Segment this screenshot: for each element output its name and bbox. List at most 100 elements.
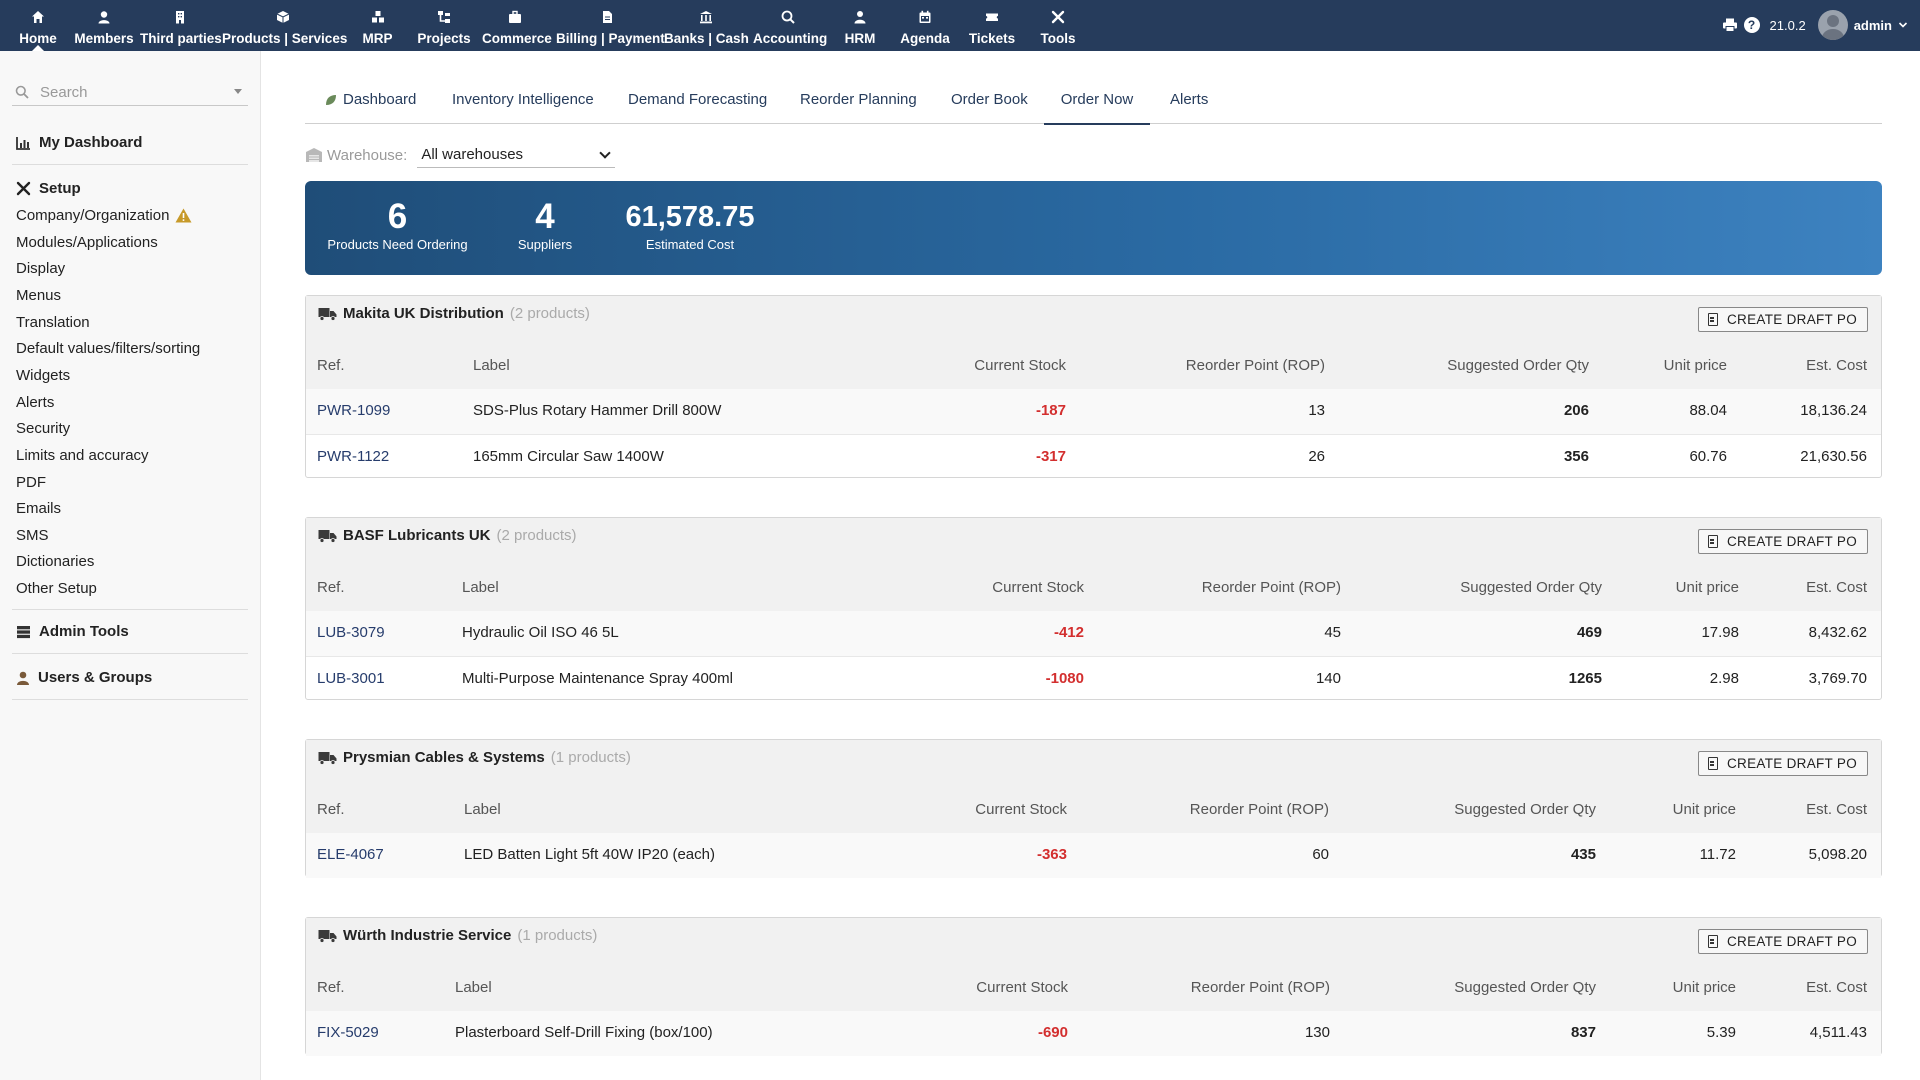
print-icon[interactable] — [1722, 17, 1738, 33]
supplier-name[interactable]: Würth Industrie Service — [343, 927, 512, 944]
invoice-icon — [603, 11, 612, 23]
sidebar-item-other-setup[interactable]: Other Setup — [16, 580, 97, 597]
sidebar-item-display[interactable]: Display — [16, 260, 66, 277]
col-ref[interactable]: Ref. — [317, 979, 345, 996]
suppliers-count: 4 — [535, 197, 555, 236]
col-est-cost[interactable]: Est. Cost — [1806, 357, 1867, 374]
supplier-name[interactable]: BASF Lubricants UK — [343, 527, 491, 544]
chevron-down-icon[interactable] — [1898, 20, 1908, 30]
product-ref-link[interactable]: LUB-3079 — [317, 624, 385, 641]
col-suggested-qty[interactable]: Suggested Order Qty — [1454, 801, 1596, 818]
tools-icon — [16, 181, 31, 196]
create-draft-po-button[interactable]: CREATE DRAFT PO — [1697, 529, 1868, 554]
supplier-card: BASF Lubricants UK (2 products) CREATE DRA… — [305, 517, 1882, 700]
nav-third-parties[interactable]: Third parties — [140, 0, 222, 51]
product-ref-link[interactable]: ELE-4067 — [317, 846, 384, 863]
nav-agenda[interactable]: Agenda — [900, 0, 950, 51]
nav-tools[interactable]: Tools — [1036, 0, 1080, 51]
sidebar-item-sms[interactable]: SMS — [16, 527, 49, 544]
tab-dashboard[interactable]: Dashboard — [312, 76, 428, 124]
sidebar-item-alerts[interactable]: Alerts — [16, 394, 55, 411]
col-suggested-qty[interactable]: Suggested Order Qty — [1460, 579, 1602, 596]
create-draft-po-button[interactable]: CREATE DRAFT PO — [1697, 929, 1868, 954]
col-label[interactable]: Label — [462, 579, 499, 596]
nav-mrp[interactable]: MRP — [355, 0, 400, 51]
nav-hrm[interactable]: HRM — [838, 0, 882, 51]
products-need-ordering-stat: 6 Products Need Ordering — [325, 197, 470, 252]
sidebar-my-dashboard[interactable]: My Dashboard — [16, 134, 142, 151]
col-est-cost[interactable]: Est. Cost — [1806, 801, 1867, 818]
nav-members[interactable]: Members — [72, 0, 136, 51]
sidebar-item-menus[interactable]: Menus — [16, 287, 62, 304]
create-draft-po-button[interactable]: CREATE DRAFT PO — [1697, 307, 1868, 332]
create-draft-po-button[interactable]: CREATE DRAFT PO — [1697, 751, 1868, 776]
col-current-stock[interactable]: Current Stock — [974, 357, 1066, 374]
supplier-card: Würth Industrie Service (1 products) CREAT… — [305, 917, 1882, 1056]
user-name[interactable]: admin — [1853, 17, 1892, 33]
col-rop[interactable]: Reorder Point (ROP) — [1185, 357, 1325, 374]
tab-reorder-planning[interactable]: Reorder Planning — [800, 91, 917, 108]
sidebar-item-modules-applications[interactable]: Modules/Applications — [16, 234, 158, 251]
sidebar-item-emails[interactable]: Emails — [16, 500, 62, 517]
sidebar-setup[interactable]: Setup — [16, 180, 81, 197]
col-rop[interactable]: Reorder Point (ROP) — [1190, 979, 1330, 996]
nav-billing-payment[interactable]: Billing | Payment — [556, 0, 665, 51]
col-current-stock[interactable]: Current Stock — [975, 801, 1067, 818]
col-ref[interactable]: Ref. — [317, 579, 345, 596]
supplier-product-count: (1 products) — [517, 927, 598, 944]
nav-banks-cash[interactable]: Banks | Cash — [664, 0, 749, 51]
col-label[interactable]: Label — [464, 801, 501, 818]
supplier-name[interactable]: Prysmian Cables & Systems — [343, 749, 545, 766]
search-input[interactable]: Search — [12, 80, 248, 106]
sidebar-item-default-values[interactable]: Default values/filters/sorting — [16, 340, 201, 357]
sidebar-item-security[interactable]: Security — [16, 420, 71, 437]
estimated-cost-stat: 61,578.75 Estimated Cost — [615, 197, 765, 252]
col-current-stock[interactable]: Current Stock — [976, 979, 1068, 996]
suggested-qty: 837 — [1570, 1024, 1596, 1041]
col-ref[interactable]: Ref. — [317, 801, 345, 818]
sidebar-item-translation[interactable]: Translation — [16, 314, 90, 331]
sidebar-admin-tools[interactable]: Admin Tools — [16, 623, 129, 640]
nav-accounting[interactable]: Accounting — [753, 0, 827, 51]
tab-demand-forecasting[interactable]: Demand Forecasting — [628, 91, 768, 108]
help-icon[interactable]: ? — [1743, 17, 1760, 33]
product-ref-link[interactable]: FIX-5029 — [317, 1024, 379, 1041]
warehouse-select[interactable]: All warehouses — [417, 142, 616, 168]
col-current-stock[interactable]: Current Stock — [992, 579, 1084, 596]
nav-products-services[interactable]: Products | Services — [222, 0, 347, 51]
col-rop[interactable]: Reorder Point (ROP) — [1189, 801, 1329, 818]
sidebar-item-pdf[interactable]: PDF — [16, 474, 46, 491]
nav-projects[interactable]: Projects — [414, 0, 474, 51]
tab-order-book[interactable]: Order Book — [951, 91, 1028, 108]
sidebar-item-company-organization[interactable]: Company/Organization — [16, 207, 192, 224]
avatar[interactable] — [1817, 10, 1848, 40]
product-label: Plasterboard Self-Drill Fixing (box/100) — [455, 1024, 713, 1041]
col-suggested-qty[interactable]: Suggested Order Qty — [1454, 979, 1596, 996]
nav-tickets[interactable]: Tickets — [966, 0, 1018, 51]
tab-alerts[interactable]: Alerts — [1170, 91, 1209, 108]
col-unit-price[interactable]: Unit price — [1663, 357, 1727, 374]
col-label[interactable]: Label — [473, 357, 510, 374]
col-est-cost[interactable]: Est. Cost — [1806, 979, 1867, 996]
sidebar-item-limits[interactable]: Limits and accuracy — [16, 447, 149, 464]
col-ref[interactable]: Ref. — [317, 357, 345, 374]
col-unit-price[interactable]: Unit price — [1675, 579, 1739, 596]
tab-inventory-intelligence[interactable]: Inventory Intelligence — [452, 91, 594, 108]
product-ref-link[interactable]: LUB-3001 — [317, 670, 385, 687]
nav-home[interactable]: Home — [12, 0, 64, 51]
col-rop[interactable]: Reorder Point (ROP) — [1201, 579, 1341, 596]
col-unit-price[interactable]: Unit price — [1672, 801, 1736, 818]
nav-commerce[interactable]: Commerce — [482, 0, 552, 51]
col-label[interactable]: Label — [455, 979, 492, 996]
sidebar-item-widgets[interactable]: Widgets — [16, 367, 71, 384]
col-suggested-qty[interactable]: Suggested Order Qty — [1447, 357, 1589, 374]
product-ref-link[interactable]: PWR-1099 — [317, 402, 391, 419]
sidebar-item-dictionaries[interactable]: Dictionaries — [16, 553, 95, 570]
col-est-cost[interactable]: Est. Cost — [1806, 579, 1867, 596]
sidebar-users-groups[interactable]: Users & Groups — [16, 669, 152, 686]
search-dropdown-icon[interactable] — [234, 89, 242, 94]
tab-order-now[interactable]: Order Now — [1044, 76, 1150, 125]
supplier-name[interactable]: Makita UK Distribution — [343, 305, 504, 322]
product-ref-link[interactable]: PWR-1122 — [317, 448, 390, 465]
col-unit-price[interactable]: Unit price — [1672, 979, 1736, 996]
